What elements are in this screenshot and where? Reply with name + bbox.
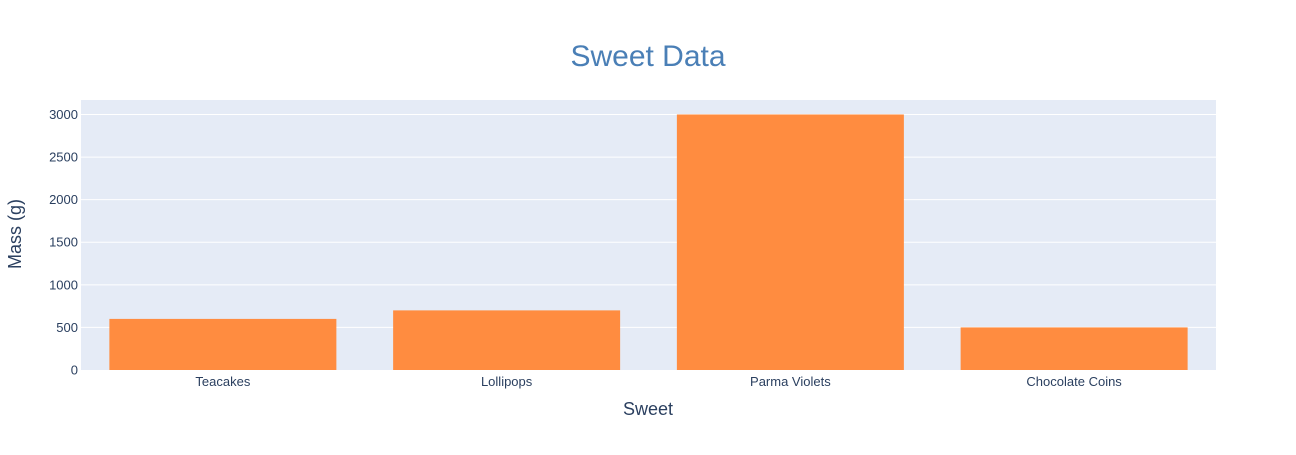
y-axis-title: Mass (g) <box>5 199 25 269</box>
x-tick-label: Chocolate Coins <box>1026 374 1122 389</box>
y-tick-label: 0 <box>71 363 78 378</box>
x-tick-label: Parma Violets <box>750 374 831 389</box>
x-tick-label: Teacakes <box>195 374 250 389</box>
y-tick-label: 2500 <box>49 150 78 165</box>
bar-lollipops[interactable] <box>393 310 621 370</box>
x-axis-title: Sweet <box>623 399 673 419</box>
x-axis-ticks: Teacakes Lollipops Parma Violets Chocolate … <box>195 374 1122 389</box>
y-tick-label: 1500 <box>49 235 78 250</box>
y-tick-label: 3000 <box>49 107 78 122</box>
bars <box>109 114 1188 370</box>
y-tick-label: 500 <box>56 320 78 335</box>
bar-parma-violets[interactable] <box>676 114 904 370</box>
x-tick-label: Lollipops <box>481 374 533 389</box>
bar-chocolate-coins[interactable] <box>960 327 1188 370</box>
y-axis-ticks: 0 500 1000 1500 2000 2500 3000 <box>49 107 78 378</box>
chart-title: Sweet Data <box>570 40 725 73</box>
y-tick-label: 1000 <box>49 277 78 292</box>
y-tick-label: 2000 <box>49 192 78 207</box>
bar-teacakes[interactable] <box>109 318 337 370</box>
